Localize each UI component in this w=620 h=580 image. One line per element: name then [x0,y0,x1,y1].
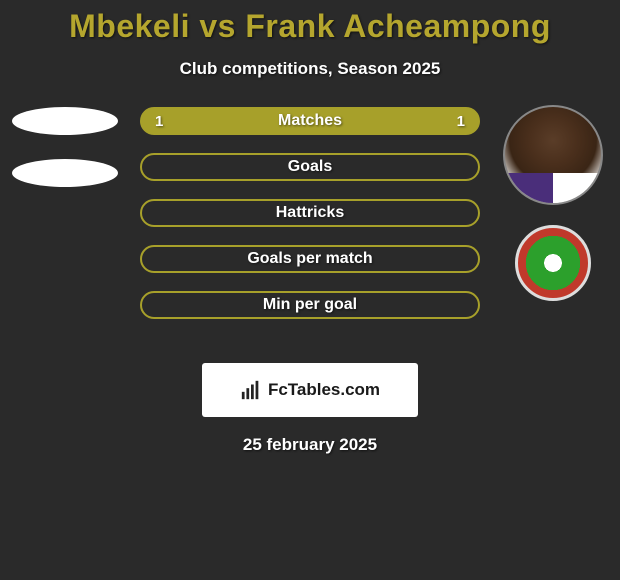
stat-bar-goals: Goals [140,153,480,181]
stat-label: Goals per match [247,250,372,268]
stat-bar-hattricks: Hattricks [140,199,480,227]
stat-bar-matches: 1 Matches 1 [140,107,480,135]
stat-label: Hattricks [276,204,344,222]
subtitle: Club competitions, Season 2025 [0,59,620,79]
right-player-photo [503,105,603,205]
stats-column: 1 Matches 1 Goals Hattricks Goals per ma… [140,107,480,319]
stat-bar-gpm: Goals per match [140,245,480,273]
brand-text: FcTables.com [268,380,380,400]
comparison-section: 1 Matches 1 Goals Hattricks Goals per ma… [0,107,620,347]
left-player-column [0,107,130,187]
stat-value-right: 1 [457,113,465,130]
page-title: Mbekeli vs Frank Acheampong [0,8,620,45]
brand-badge[interactable]: FcTables.com [202,363,418,417]
left-club-logo-placeholder [12,159,118,187]
right-player-column [498,105,608,301]
stat-value-left: 1 [155,113,163,130]
stat-bar-mpg: Min per goal [140,291,480,319]
chart-icon [240,379,262,401]
left-player-photo-placeholder [12,107,118,135]
stat-label: Min per goal [263,296,357,314]
stat-label: Goals [288,158,332,176]
right-club-logo [515,225,591,301]
stat-label: Matches [278,112,342,130]
date-text: 25 february 2025 [0,435,620,455]
